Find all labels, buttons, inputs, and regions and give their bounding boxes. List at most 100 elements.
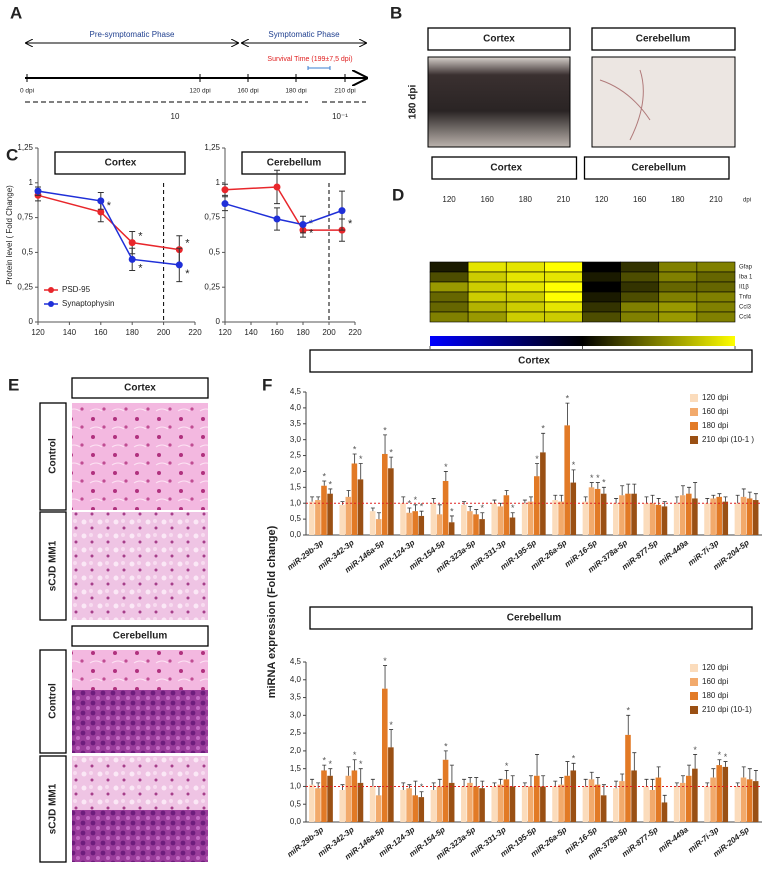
heat-cell	[505, 261, 545, 273]
error-bar	[383, 665, 388, 689]
error-bar	[747, 768, 752, 780]
bar	[631, 493, 637, 535]
significance: *	[348, 218, 353, 230]
heat-cell	[696, 261, 736, 273]
y-tick-label: 1,0	[290, 782, 302, 791]
significance: *	[505, 761, 509, 771]
bar	[491, 786, 498, 822]
error-bar	[705, 782, 710, 787]
panel-label: E	[8, 375, 19, 394]
bar	[497, 506, 504, 535]
point	[175, 261, 183, 269]
legend-swatch	[690, 394, 698, 402]
error-bar	[583, 778, 588, 787]
heat-cell	[505, 301, 545, 313]
error-bar	[419, 791, 424, 798]
error-bar	[443, 750, 448, 760]
y-tick-label: 0,25	[17, 282, 33, 291]
phase-label: Pre-symptomatic Phase	[90, 30, 175, 39]
error-bar	[620, 773, 625, 782]
significance: *	[408, 498, 412, 508]
error-bar	[656, 766, 661, 778]
heat-cell	[658, 291, 698, 303]
bar	[382, 453, 388, 535]
error-bar	[650, 778, 655, 790]
condition-box	[39, 649, 67, 754]
bar	[430, 790, 437, 822]
y-tick-label: 0,5	[290, 514, 302, 523]
error-bar	[571, 762, 576, 771]
error-bar	[741, 766, 746, 778]
error-bar	[370, 507, 375, 512]
error-bar	[753, 770, 758, 782]
bar	[503, 779, 510, 822]
bar	[315, 788, 321, 822]
y-tick-label: 1,5	[290, 482, 302, 491]
significance: *	[138, 231, 143, 243]
region-label: Cerebellum	[113, 631, 168, 642]
bar	[643, 503, 650, 535]
error-bar	[693, 482, 698, 499]
error-bar	[376, 512, 381, 520]
bar	[740, 777, 747, 822]
error-bar	[626, 714, 631, 735]
bar	[673, 786, 680, 822]
bar	[400, 503, 406, 535]
error-bar	[328, 488, 333, 494]
heat-cell	[505, 311, 545, 323]
line	[37, 190, 180, 266]
legend-swatch	[690, 706, 698, 714]
bar	[752, 500, 759, 535]
bar	[351, 463, 358, 535]
bar	[375, 795, 382, 822]
error-bar	[656, 498, 661, 505]
tissue-detail	[599, 69, 651, 141]
error-bar	[504, 770, 509, 780]
y-tick-label: 0,5	[22, 248, 34, 257]
significance: *	[107, 200, 112, 212]
significance: *	[444, 741, 448, 751]
bar	[503, 495, 510, 535]
error-bar	[346, 490, 351, 497]
significance: *	[414, 495, 418, 505]
error-bar	[522, 782, 527, 787]
error-bar	[462, 778, 467, 787]
row-label: 180 dpi	[408, 85, 419, 120]
legend-label: 160 dpi	[702, 407, 728, 416]
bar	[588, 779, 595, 822]
error-bar	[504, 490, 509, 496]
bar	[351, 770, 358, 822]
y-tick-label: 1	[29, 178, 34, 187]
colorbar	[430, 336, 735, 346]
bar	[418, 797, 425, 822]
error-bar	[492, 782, 497, 787]
bar	[692, 768, 698, 822]
legend-swatch	[690, 692, 698, 700]
error-bar	[449, 764, 454, 783]
y-tick-label: 1,0	[290, 498, 302, 507]
bar	[442, 759, 449, 822]
error-bar	[358, 463, 363, 480]
he-image	[72, 690, 208, 753]
bar	[564, 775, 570, 822]
error-bar	[565, 761, 570, 776]
y-tick-label: 4,0	[290, 403, 302, 412]
survival-label: Survival Time (199±7,5 dpi)	[267, 56, 352, 63]
bar	[710, 498, 716, 535]
error-bar	[480, 780, 485, 789]
error-bar	[535, 754, 540, 776]
error-bar	[431, 782, 436, 790]
bar	[740, 496, 747, 535]
significance: *	[383, 425, 387, 435]
y-tick-label: 4,5	[290, 657, 302, 666]
bar	[527, 786, 534, 822]
group-label: Cerebellum	[632, 163, 687, 174]
point	[338, 207, 346, 215]
significance: *	[572, 460, 576, 470]
error-bar	[601, 486, 606, 494]
y-tick-label: 1,5	[290, 764, 302, 773]
heat-cell	[696, 271, 736, 283]
cortex-image	[427, 56, 571, 148]
condition-box	[39, 511, 67, 621]
x-tick-label: 220	[188, 328, 202, 337]
